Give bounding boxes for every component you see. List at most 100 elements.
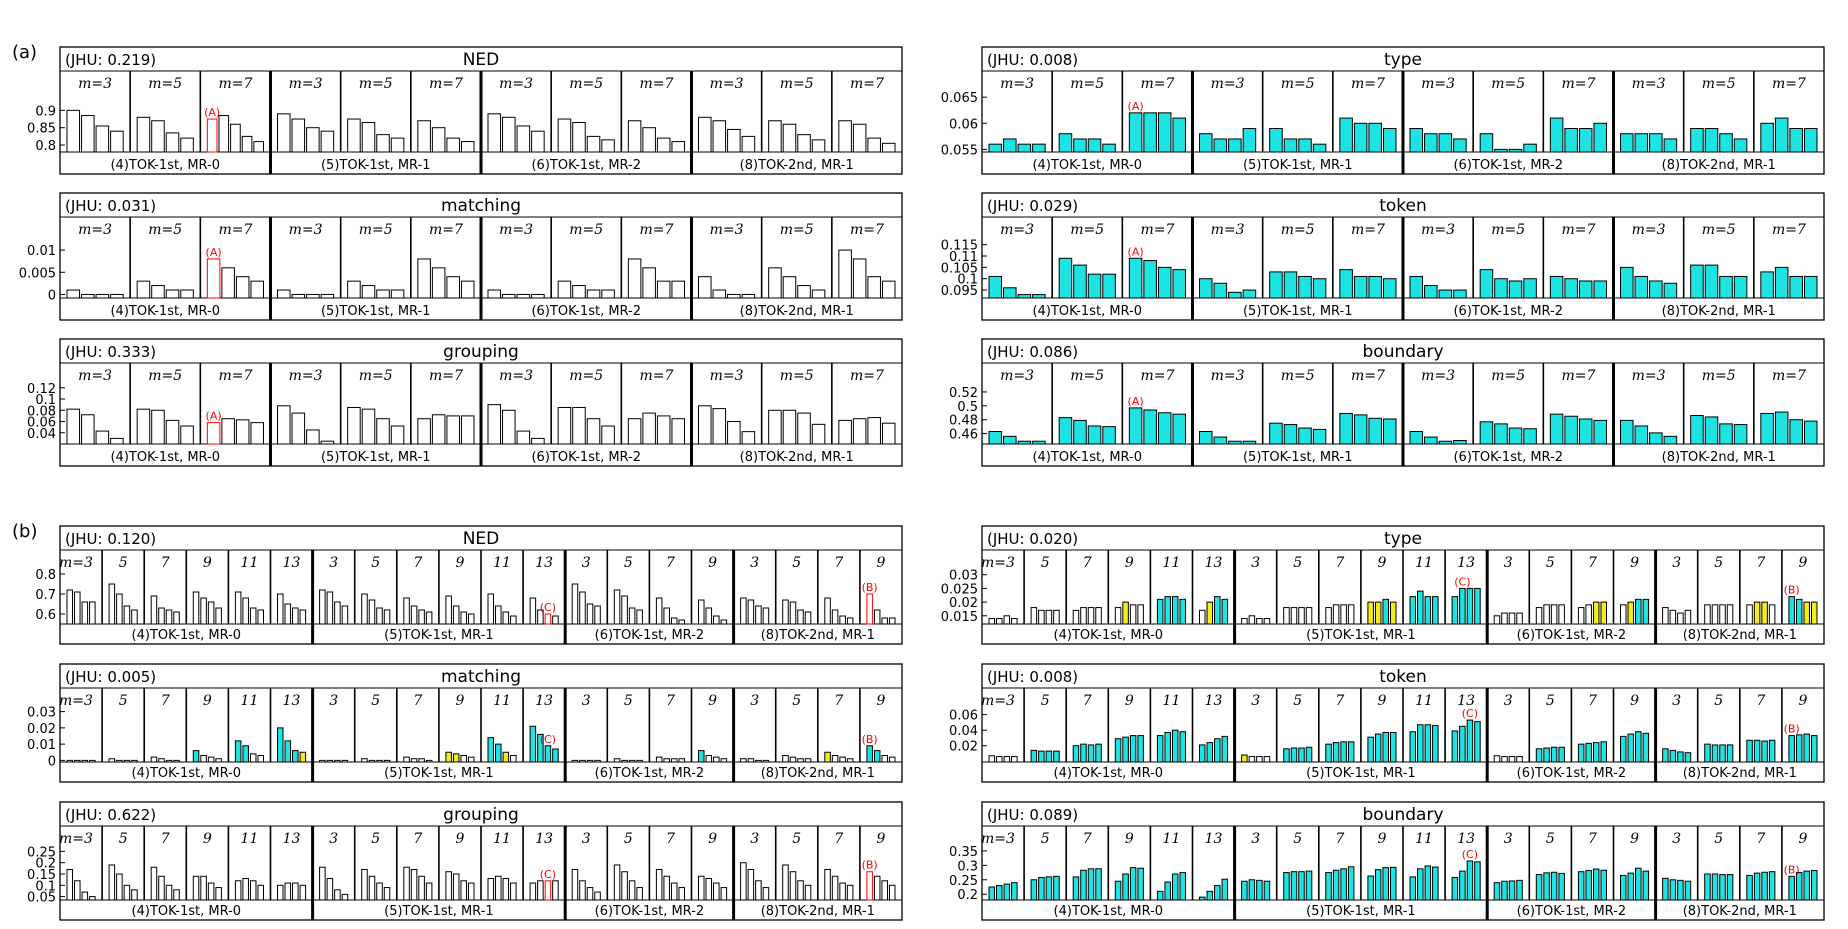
bar xyxy=(234,591,242,625)
bar xyxy=(579,591,586,625)
panel-label: m=7 xyxy=(1561,368,1595,384)
bar xyxy=(768,120,782,153)
subplot-title: matching xyxy=(441,667,521,687)
bar xyxy=(713,615,720,625)
bar xyxy=(116,759,123,763)
bar xyxy=(368,599,376,625)
panel-label: m=3 xyxy=(1211,368,1245,384)
bar xyxy=(206,422,221,445)
bar xyxy=(1803,128,1818,153)
bar xyxy=(299,609,307,625)
bar xyxy=(1768,739,1776,763)
bar xyxy=(165,132,180,153)
bar xyxy=(1508,756,1516,763)
panel-label: 5 xyxy=(1041,693,1050,709)
panel-label: m=5 xyxy=(359,368,393,384)
bar xyxy=(431,127,446,153)
bar xyxy=(1087,868,1095,901)
bar xyxy=(1129,604,1137,625)
bar xyxy=(846,884,854,901)
bar xyxy=(495,605,502,625)
bar xyxy=(1627,872,1635,901)
group-label: (4)TOK-1st, MR-0 xyxy=(110,304,220,319)
panel-label: m=3 xyxy=(78,222,112,238)
panel-label: 3 xyxy=(1672,831,1681,847)
bar xyxy=(1768,604,1776,625)
bar xyxy=(1290,871,1298,901)
bar xyxy=(1199,609,1206,625)
panel-label: 9 xyxy=(876,555,885,571)
bar xyxy=(116,873,123,901)
bar xyxy=(299,751,307,763)
bar xyxy=(529,597,537,625)
panel-label: 11 xyxy=(241,693,259,709)
y-tick-label: 0 xyxy=(48,288,56,303)
bar xyxy=(1058,257,1073,299)
bar xyxy=(636,609,643,625)
bar xyxy=(1585,604,1592,625)
bar xyxy=(1290,607,1298,625)
bar xyxy=(1156,890,1164,901)
bar xyxy=(1409,275,1424,299)
bar xyxy=(1719,604,1726,625)
bar xyxy=(510,882,517,901)
marker-label: (A) xyxy=(206,246,222,259)
panel-label: 11 xyxy=(493,555,511,571)
group-label: (5)TOK-1st, MR-1 xyxy=(1243,158,1353,173)
panel-label: 5 xyxy=(1546,693,1555,709)
bar xyxy=(410,758,418,763)
bar xyxy=(1095,743,1102,763)
marker-label: (C) xyxy=(1454,575,1470,588)
bar xyxy=(824,868,831,901)
group-label: (6)TOK-1st, MR-2 xyxy=(1453,304,1563,319)
bar xyxy=(95,430,110,445)
panel-label: 5 xyxy=(792,831,801,847)
bar xyxy=(487,113,502,153)
panel-label: 3 xyxy=(1504,555,1513,571)
panel-label: 7 xyxy=(413,555,422,571)
bar xyxy=(1479,421,1494,445)
panel-label: 3 xyxy=(1251,693,1260,709)
bar xyxy=(705,878,713,901)
bar xyxy=(1339,412,1353,445)
bar xyxy=(425,759,433,763)
panel-label: m=7 xyxy=(1772,76,1806,92)
bar xyxy=(1305,746,1313,763)
bar xyxy=(1003,756,1011,763)
bar xyxy=(1368,417,1382,445)
bar xyxy=(1669,879,1677,901)
bar xyxy=(1578,280,1593,299)
bar xyxy=(1711,744,1719,763)
group-label: (4)TOK-1st, MR-0 xyxy=(132,904,242,919)
bar xyxy=(292,882,299,901)
bar xyxy=(173,611,180,625)
bar xyxy=(151,409,165,445)
bar xyxy=(1774,411,1789,445)
bar xyxy=(712,120,727,153)
bar xyxy=(292,750,299,763)
y-tick-label: 0.9 xyxy=(35,104,56,119)
bar xyxy=(1305,870,1313,901)
bar xyxy=(1137,867,1144,901)
bar xyxy=(383,887,391,901)
panel-label: 13 xyxy=(1457,693,1475,709)
bar xyxy=(1073,264,1087,299)
bar xyxy=(1011,756,1018,763)
bar xyxy=(1593,122,1608,153)
bar xyxy=(173,759,180,763)
bar xyxy=(1283,138,1298,153)
bar xyxy=(1228,138,1242,153)
bar xyxy=(1256,756,1263,763)
bar xyxy=(1164,732,1171,763)
bar xyxy=(873,750,881,763)
bar xyxy=(1248,879,1256,901)
panel-label: 7 xyxy=(413,831,422,847)
bar xyxy=(824,597,831,625)
bar xyxy=(789,756,797,763)
bar xyxy=(642,127,656,153)
bar xyxy=(291,293,306,299)
bar xyxy=(495,743,502,763)
bar xyxy=(1690,415,1704,445)
panel-label: 3 xyxy=(582,555,591,571)
bar xyxy=(1704,743,1711,763)
